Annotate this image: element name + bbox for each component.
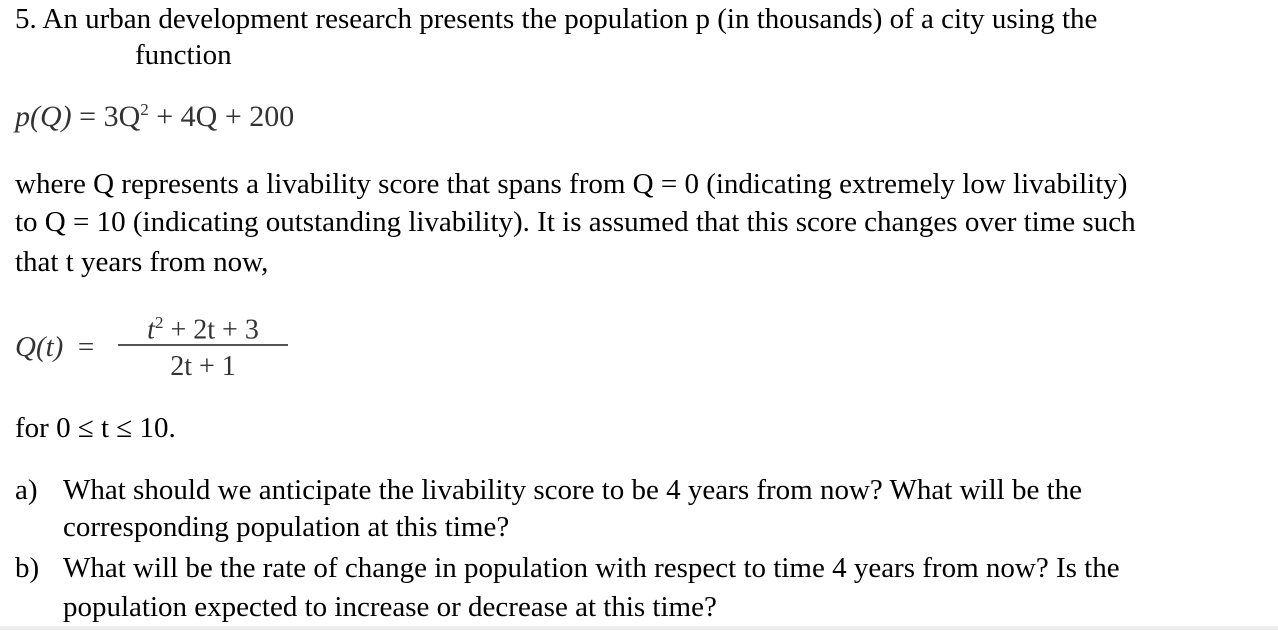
formula-lhs: Q(t) — [15, 331, 64, 363]
question-line: population expected to increase or decre… — [63, 591, 717, 623]
formula-term: 3Q — [103, 100, 141, 133]
paragraph-line: that t years from now, — [15, 246, 269, 278]
fraction: t2 + 2t + 3 2t + 1 — [118, 305, 288, 385]
formula-lhs: p(Q) — [15, 100, 72, 133]
domain-statement: for 0 ≤ t ≤ 10. — [15, 412, 176, 444]
question-line: What will be the rate of change in popul… — [63, 552, 1120, 584]
question-line: corresponding population at this time? — [63, 511, 510, 543]
exponent: 2 — [140, 100, 149, 119]
equals-sign: = — [77, 331, 95, 363]
question-line: What should we anticipate the livability… — [63, 474, 1082, 506]
equals-sign: = — [79, 100, 97, 133]
question-label: b) — [15, 552, 40, 584]
variable-t: t — [147, 314, 155, 346]
numerator: t2 + 2t + 3 — [118, 305, 288, 345]
exponent: 2 — [154, 313, 164, 332]
intro-text: An urban development research presents t… — [42, 3, 1098, 35]
problem-number: 5. — [15, 3, 37, 35]
intro-line-2: function — [135, 39, 232, 71]
question-label: a) — [15, 474, 38, 506]
formula-term: + 4Q + 200 — [156, 100, 295, 133]
intro-line-1: 5. An urban development research present… — [15, 0, 1097, 38]
denominator: 2t + 1 — [170, 351, 236, 382]
paragraph-line: where Q represents a livability score th… — [15, 168, 1128, 200]
bottom-edge — [0, 626, 1278, 630]
numerator-rest: + 2t + 3 — [170, 314, 259, 346]
population-formula: p(Q) = 3Q2 + 4Q + 200 — [15, 100, 294, 134]
paragraph-line: to Q = 10 (indicating outstanding livabi… — [15, 206, 1136, 238]
fraction-bar — [118, 344, 288, 346]
